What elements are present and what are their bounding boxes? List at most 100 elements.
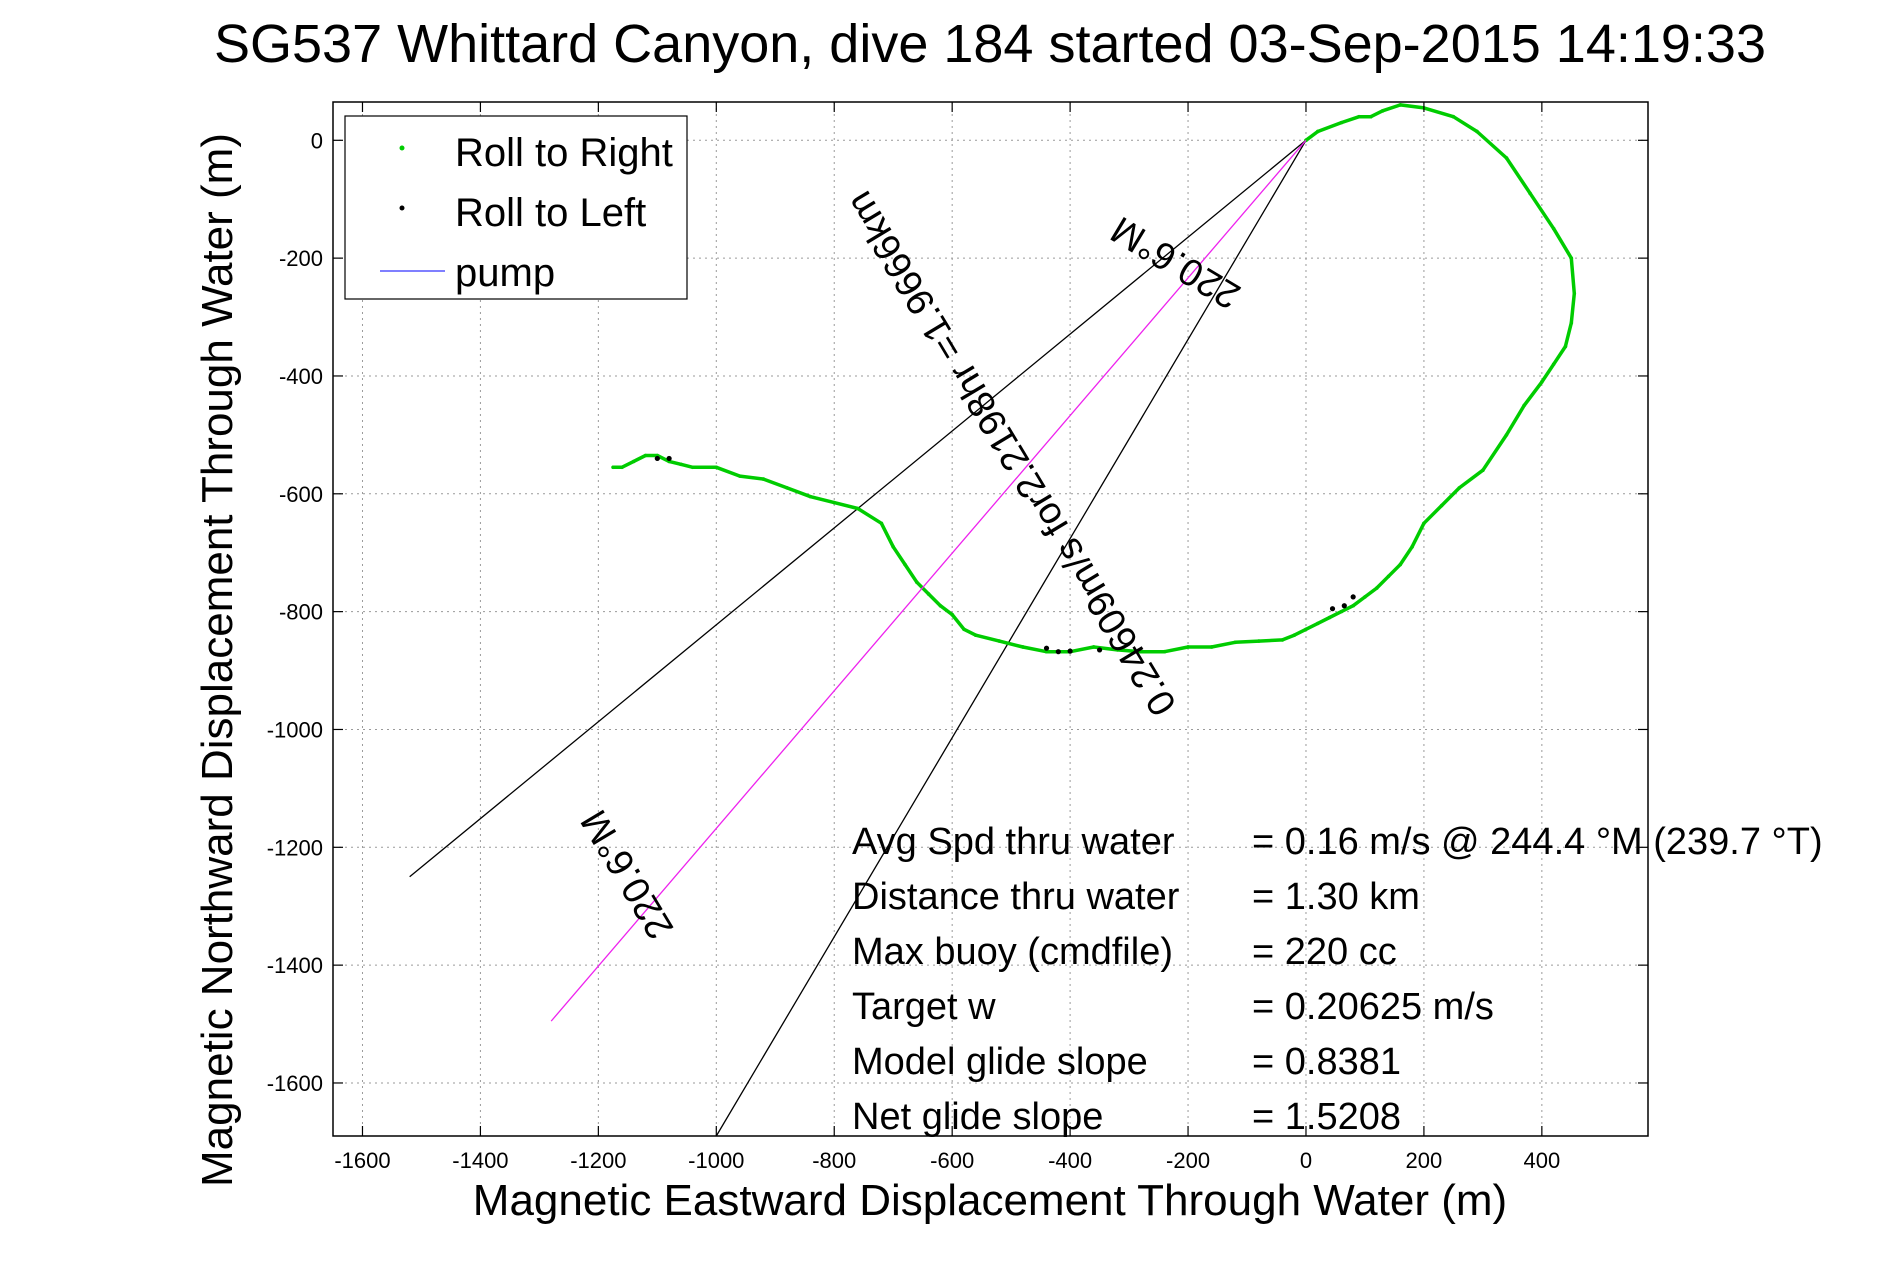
- roll-right-point: [643, 453, 648, 458]
- roll-right-point: [879, 521, 884, 526]
- y-tick-label: -1600: [267, 1071, 323, 1096]
- roll-right-point: [1315, 621, 1320, 626]
- roll-right-point: [1540, 380, 1544, 384]
- roll-left-point: [666, 455, 672, 462]
- legend-label: Roll to Left: [455, 191, 646, 235]
- x-axis-label: Magnetic Eastward Displacement Through W…: [473, 1176, 1507, 1225]
- roll-right-point: [832, 500, 837, 505]
- x-tick-label: 200: [1406, 1148, 1443, 1173]
- roll-right-point: [914, 580, 919, 584]
- roll-right-point: [950, 612, 954, 617]
- y-axis-label: Magnetic Northward Displacement Through …: [193, 133, 242, 1187]
- roll-right-point: [1504, 156, 1509, 160]
- roll-right-point: [1186, 645, 1190, 649]
- roll-right-point: [1209, 645, 1214, 649]
- roll-right-point: [808, 494, 813, 499]
- roll-right-point: [1398, 562, 1403, 567]
- roll-right-point: [1162, 649, 1167, 654]
- stat-label: Net glide slope: [852, 1096, 1103, 1138]
- ticks: -1600 -1400 -1200 -1000 -800 -600 -400 -200 0 200…: [267, 102, 1648, 1173]
- x-tick-label: -1400: [452, 1148, 508, 1173]
- roll-left-point: [1329, 606, 1336, 612]
- roll-right-point: [1439, 503, 1444, 508]
- stats-block: Avg Spd thru water = 0.16 m/s @ 244.4 °M …: [852, 821, 1823, 1138]
- pump-line: [550, 139, 1307, 1022]
- roll-right-point: [1457, 486, 1462, 490]
- roll-right-point: [1398, 103, 1403, 107]
- roll-right-point: [1044, 649, 1049, 654]
- roll-right-point: [1569, 321, 1574, 325]
- y-tick-label: -200: [279, 246, 323, 271]
- roll-right-point: [679, 462, 683, 467]
- roll-right-point: [1233, 640, 1238, 645]
- roll-right-point: [611, 465, 615, 470]
- roll-right-point: [631, 459, 636, 464]
- roll-right-point: [1021, 645, 1025, 649]
- roll-right-point: [1451, 114, 1456, 119]
- series-group: [550, 103, 1577, 1022]
- stat-value: = 1.5208: [1252, 1096, 1401, 1138]
- roll-right-point: [761, 477, 766, 481]
- x-tick-label: -800: [812, 1148, 856, 1173]
- x-tick-label: -600: [930, 1148, 974, 1173]
- y-tick-label: 0: [311, 128, 323, 153]
- y-tick-label: -1000: [267, 717, 323, 742]
- x-tick-label: -200: [1166, 1148, 1210, 1173]
- roll-right-point: [962, 627, 966, 632]
- y-tick-label: -600: [279, 482, 323, 507]
- roll-right-point: [785, 486, 789, 490]
- stat-value: = 220 cc: [1252, 931, 1397, 973]
- roll-right-point: [620, 465, 624, 470]
- roll-right-point: [1569, 256, 1574, 260]
- roll-right-point: [1528, 191, 1532, 196]
- stat-value: = 0.20625 m/s: [1252, 986, 1494, 1028]
- roll-right-point: [1091, 645, 1096, 649]
- x-tick-label: 0: [1300, 1148, 1312, 1173]
- roll-right-point: [1475, 129, 1479, 134]
- roll-right-point: [856, 506, 860, 511]
- roll-right-point: [1257, 639, 1261, 643]
- stat-value: = 1.30 km: [1252, 876, 1420, 918]
- legend: Roll to Right Roll to Left pump: [344, 115, 688, 300]
- legend-swatch-dot: [399, 145, 405, 151]
- roll-right-point: [1304, 627, 1308, 632]
- roll-right-point: [1339, 120, 1344, 125]
- roll-right-point: [1115, 648, 1120, 652]
- roll-right-point: [1292, 633, 1296, 638]
- roll-right-point: [891, 545, 896, 549]
- stat-value: = 0.16 m/s @ 244.4 °M (239.7 °T): [1252, 821, 1823, 863]
- stat-label: Target w: [852, 986, 996, 1028]
- roll-right-point: [1504, 433, 1509, 437]
- roll-left-point: [1067, 648, 1073, 654]
- x-tick-label: -1600: [334, 1148, 390, 1173]
- x-tick-label: 400: [1523, 1148, 1560, 1173]
- x-tick-label: -1000: [688, 1148, 744, 1173]
- reference-line: [715, 139, 1307, 1137]
- legend-swatch-dot: [399, 205, 405, 211]
- y-tick-label: -1400: [267, 953, 323, 978]
- roll-right-point: [1369, 114, 1373, 119]
- stat-label: Avg Spd thru water: [852, 821, 1175, 863]
- roll-right-point: [926, 592, 931, 596]
- roll-right-point: [1363, 595, 1367, 599]
- roll-right-point: [690, 465, 695, 470]
- y-tick-label: -400: [279, 364, 323, 389]
- roll-right-point: [1374, 586, 1379, 590]
- roll-left-point: [654, 455, 660, 462]
- grid: [333, 102, 1648, 1136]
- y-tick-label: -800: [279, 600, 323, 625]
- roll-right-point: [1327, 615, 1332, 620]
- roll-right-point: [997, 639, 1002, 643]
- x-tick-label: -1200: [570, 1148, 626, 1173]
- roll-left-point: [1055, 649, 1061, 655]
- roll-left-point: [1043, 645, 1050, 651]
- x-tick-label: -400: [1048, 1148, 1092, 1173]
- roll-right-point: [1315, 129, 1320, 134]
- roll-right-point: [1410, 545, 1414, 549]
- stat-label: Model glide slope: [852, 1041, 1148, 1083]
- roll-right-point: [1351, 603, 1355, 608]
- roll-right-point: [1551, 226, 1556, 231]
- chart-title: SG537 Whittard Canyon, dive 184 started …: [214, 14, 1766, 74]
- roll-right-point: [1551, 362, 1556, 366]
- roll-right-point: [973, 633, 978, 638]
